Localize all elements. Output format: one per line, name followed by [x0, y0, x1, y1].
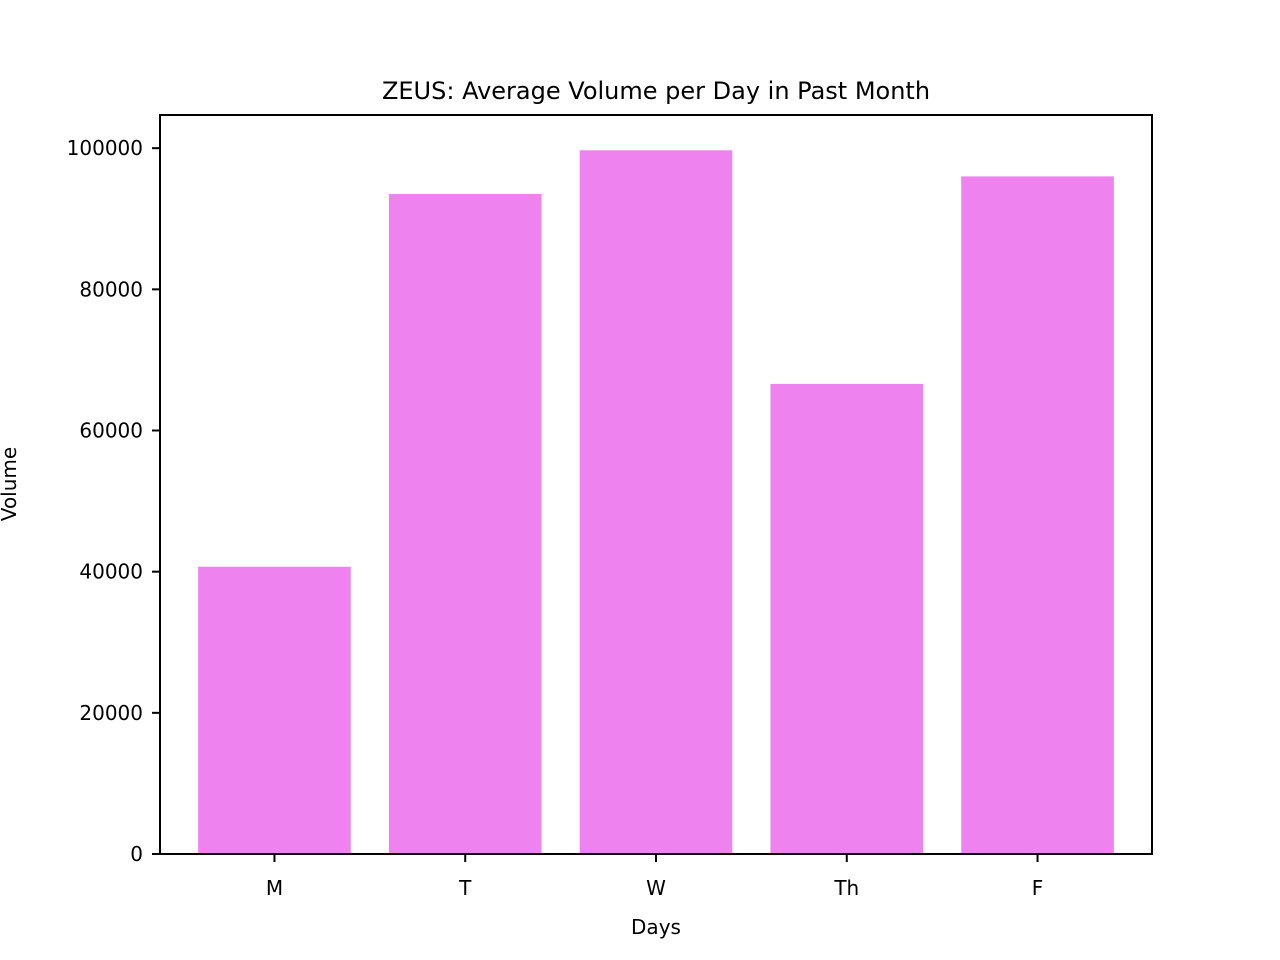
- x-tick-label: W: [646, 876, 666, 900]
- y-tick-label: 80000: [79, 277, 143, 301]
- x-axis-label: Days: [631, 915, 681, 939]
- bar-t: [388, 194, 542, 854]
- bar-f: [961, 176, 1114, 855]
- bar-m: [198, 566, 351, 854]
- y-tick-label: 20000: [79, 701, 143, 725]
- x-axis-ticks: M T W Th F: [266, 854, 1043, 900]
- y-axis-label: Volume: [0, 447, 21, 521]
- x-tick-label: F: [1032, 876, 1044, 900]
- y-tick-label: 0: [130, 842, 143, 866]
- bar-w: [579, 150, 733, 854]
- y-tick-label: 100000: [67, 136, 143, 160]
- chart-title: ZEUS: Average Volume per Day in Past Mon…: [382, 77, 930, 105]
- y-tick-label: 60000: [79, 419, 143, 443]
- x-tick-label: Th: [833, 876, 859, 900]
- bars-group: [198, 150, 1114, 855]
- x-tick-label: T: [458, 876, 472, 900]
- bar-th: [770, 383, 924, 854]
- y-tick-label: 40000: [79, 560, 143, 584]
- x-tick-label: M: [266, 876, 283, 900]
- y-axis-ticks: 0 20000 40000 60000 80000 100000: [67, 136, 160, 866]
